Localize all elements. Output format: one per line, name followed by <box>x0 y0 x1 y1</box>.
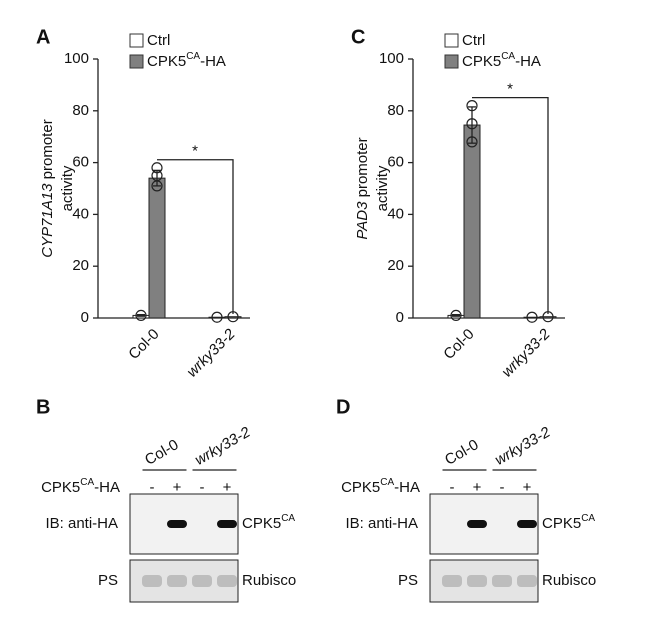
significance-label: * <box>192 143 198 160</box>
band-label: Rubisco <box>242 572 296 589</box>
blot-band <box>467 520 487 528</box>
blot-band <box>192 575 212 587</box>
y-tick-label: 40 <box>72 205 89 222</box>
blot-band <box>442 575 462 587</box>
row-label: PS <box>398 572 418 589</box>
y-tick-label: 40 <box>387 205 404 222</box>
panel-letter: B <box>36 396 50 418</box>
lane-sign: + <box>223 479 232 496</box>
error-bar <box>137 313 145 317</box>
legend-label: CPK5CA-HA <box>462 51 541 70</box>
y-axis-label: activity <box>374 165 391 211</box>
data-point <box>466 118 478 130</box>
legend-swatch <box>129 33 144 48</box>
y-tick-label: 20 <box>387 257 404 274</box>
band-label: CPK5CA <box>242 513 295 532</box>
x-tick-label: wrky33-2 <box>499 325 555 381</box>
y-tick-label: 60 <box>387 154 404 171</box>
band-label: Rubisco <box>542 572 596 589</box>
y-tick-label: 80 <box>72 102 89 119</box>
blot-band <box>167 575 187 587</box>
data-point <box>466 100 478 112</box>
x-tick-label: wrky33-2 <box>184 325 240 381</box>
panel-letter: A <box>36 26 50 48</box>
x-tick-label: Col-0 <box>125 326 162 363</box>
band-label: CPK5CA <box>542 513 595 532</box>
blot-band <box>517 520 537 528</box>
data-point <box>135 309 147 322</box>
y-axis-label: PAD3 promoter <box>354 137 371 239</box>
bar <box>523 316 541 319</box>
bar <box>539 316 557 319</box>
lane-group-label: wrky33-2 <box>492 423 554 468</box>
bar <box>224 316 242 319</box>
data-point <box>526 311 538 323</box>
legend-swatch <box>129 54 144 69</box>
legend-label: Ctrl <box>462 32 485 49</box>
lane-group-label: Col-0 <box>442 436 482 469</box>
lane-sign: - <box>200 479 205 496</box>
row-label: IB: anti-HA <box>345 515 418 532</box>
y-tick-label: 80 <box>387 102 404 119</box>
lane-sign: - <box>150 479 155 496</box>
treatment-label: CPK5CA-HA <box>341 477 420 496</box>
lane-sign: - <box>500 479 505 496</box>
lane-group-label: wrky33-2 <box>192 423 254 468</box>
data-point <box>211 311 223 323</box>
row-label: PS <box>98 572 118 589</box>
data-point <box>151 162 163 174</box>
significance-label: * <box>507 81 513 98</box>
blot-band <box>167 520 187 528</box>
legend-swatch <box>444 33 459 48</box>
row-label: IB: anti-HA <box>45 515 118 532</box>
blot-band <box>217 520 237 528</box>
blot-band <box>467 575 487 587</box>
x-tick-label: Col-0 <box>440 326 477 363</box>
lane-group-label: Col-0 <box>142 436 182 469</box>
significance-bracket <box>157 159 234 314</box>
data-point <box>450 309 462 322</box>
y-tick-label: 60 <box>72 154 89 171</box>
panel-letter: C <box>351 26 365 48</box>
bar <box>148 177 166 319</box>
y-tick-label: 100 <box>379 50 404 67</box>
lane-sign: + <box>173 479 182 496</box>
y-axis-label: CYP71A13 promoter <box>39 119 56 257</box>
legend-label: Ctrl <box>147 32 170 49</box>
y-axis-label: activity <box>59 165 76 211</box>
error-bar <box>452 313 460 317</box>
bar <box>463 124 481 319</box>
blot-band <box>517 575 537 587</box>
data-point <box>151 180 163 192</box>
bar <box>208 316 226 319</box>
legend-swatch <box>444 54 459 69</box>
y-tick-label: 20 <box>72 257 89 274</box>
y-tick-label: 0 <box>81 309 89 326</box>
lane-sign: - <box>450 479 455 496</box>
lane-sign: + <box>473 479 482 496</box>
panel-letter: D <box>336 396 350 418</box>
blot-band <box>142 575 162 587</box>
treatment-label: CPK5CA-HA <box>41 477 120 496</box>
lane-sign: + <box>523 479 532 496</box>
legend-label: CPK5CA-HA <box>147 51 226 70</box>
data-point <box>466 136 478 148</box>
y-tick-label: 100 <box>64 50 89 67</box>
blot-band <box>492 575 512 587</box>
blot-band <box>217 575 237 587</box>
y-tick-label: 0 <box>396 309 404 326</box>
significance-bracket <box>472 96 549 314</box>
